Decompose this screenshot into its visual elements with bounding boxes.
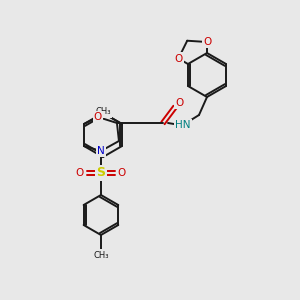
Text: O: O xyxy=(118,168,126,178)
Text: S: S xyxy=(96,167,105,179)
Text: CH₃: CH₃ xyxy=(95,107,111,116)
Text: HN: HN xyxy=(175,120,191,130)
Text: CH₃: CH₃ xyxy=(93,250,109,260)
Text: O: O xyxy=(94,112,102,122)
Text: O: O xyxy=(174,53,182,64)
Text: N: N xyxy=(97,146,105,156)
Text: O: O xyxy=(76,168,84,178)
Text: O: O xyxy=(175,98,183,108)
Text: O: O xyxy=(203,37,211,47)
